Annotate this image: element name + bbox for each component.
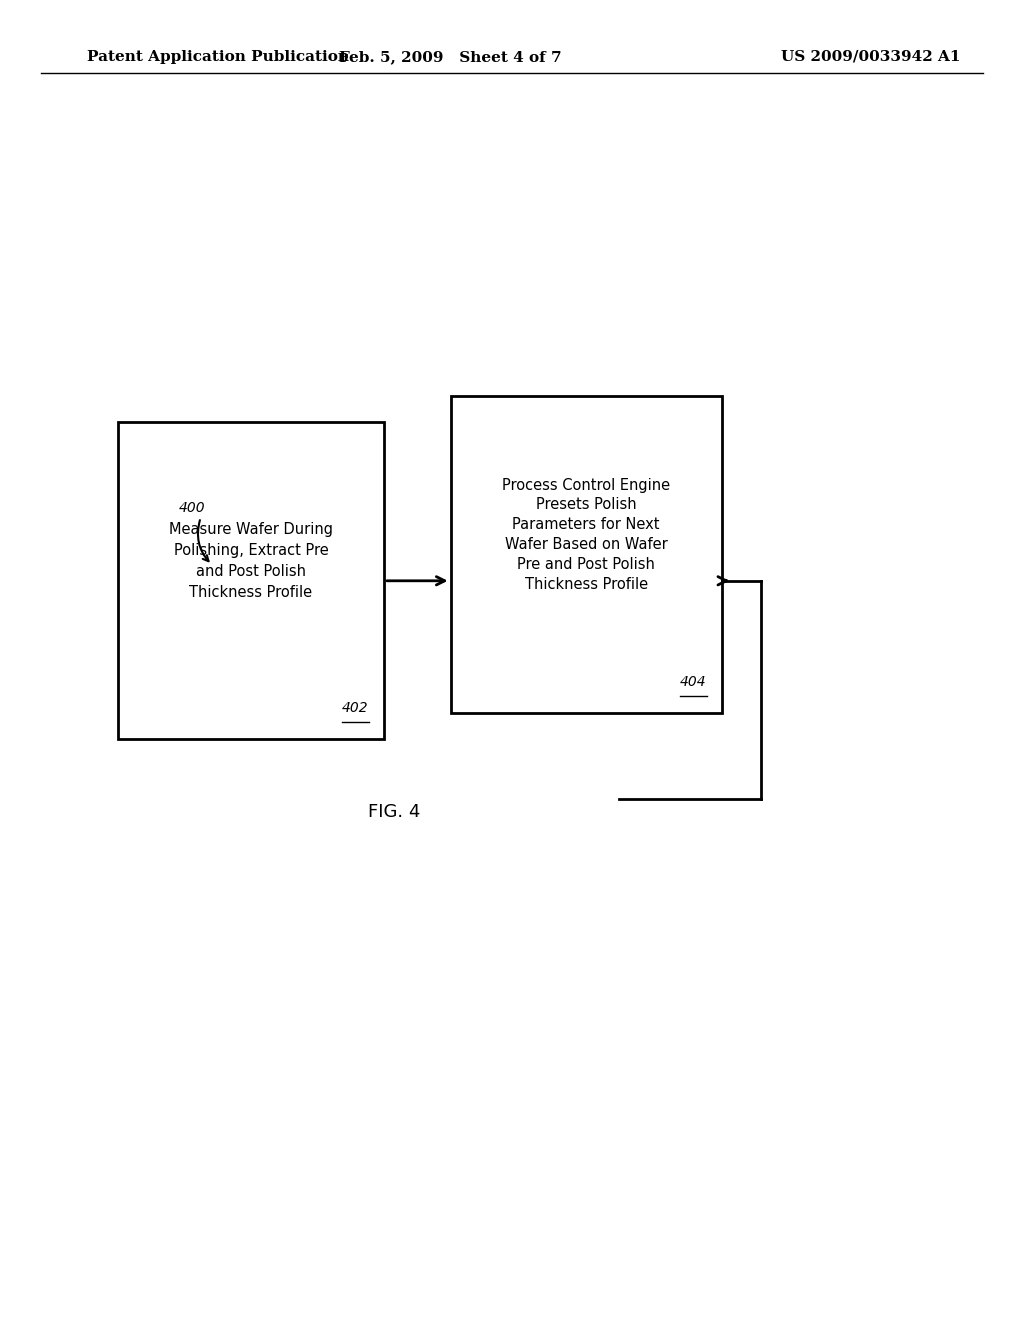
Text: 400: 400: [179, 502, 206, 515]
Text: US 2009/0033942 A1: US 2009/0033942 A1: [780, 50, 961, 63]
Text: Feb. 5, 2009   Sheet 4 of 7: Feb. 5, 2009 Sheet 4 of 7: [339, 50, 562, 63]
Text: Patent Application Publication: Patent Application Publication: [87, 50, 349, 63]
Bar: [451, 396, 722, 713]
Bar: [118, 422, 384, 739]
Text: Process Control Engine
Presets Polish
Parameters for Next
Wafer Based on Wafer
P: Process Control Engine Presets Polish Pa…: [502, 478, 671, 591]
Text: 402: 402: [342, 701, 369, 715]
Text: FIG. 4: FIG. 4: [368, 803, 421, 821]
Text: Measure Wafer During
Polishing, Extract Pre
and Post Polish
Thickness Profile: Measure Wafer During Polishing, Extract …: [169, 521, 333, 601]
Text: 404: 404: [680, 675, 707, 689]
